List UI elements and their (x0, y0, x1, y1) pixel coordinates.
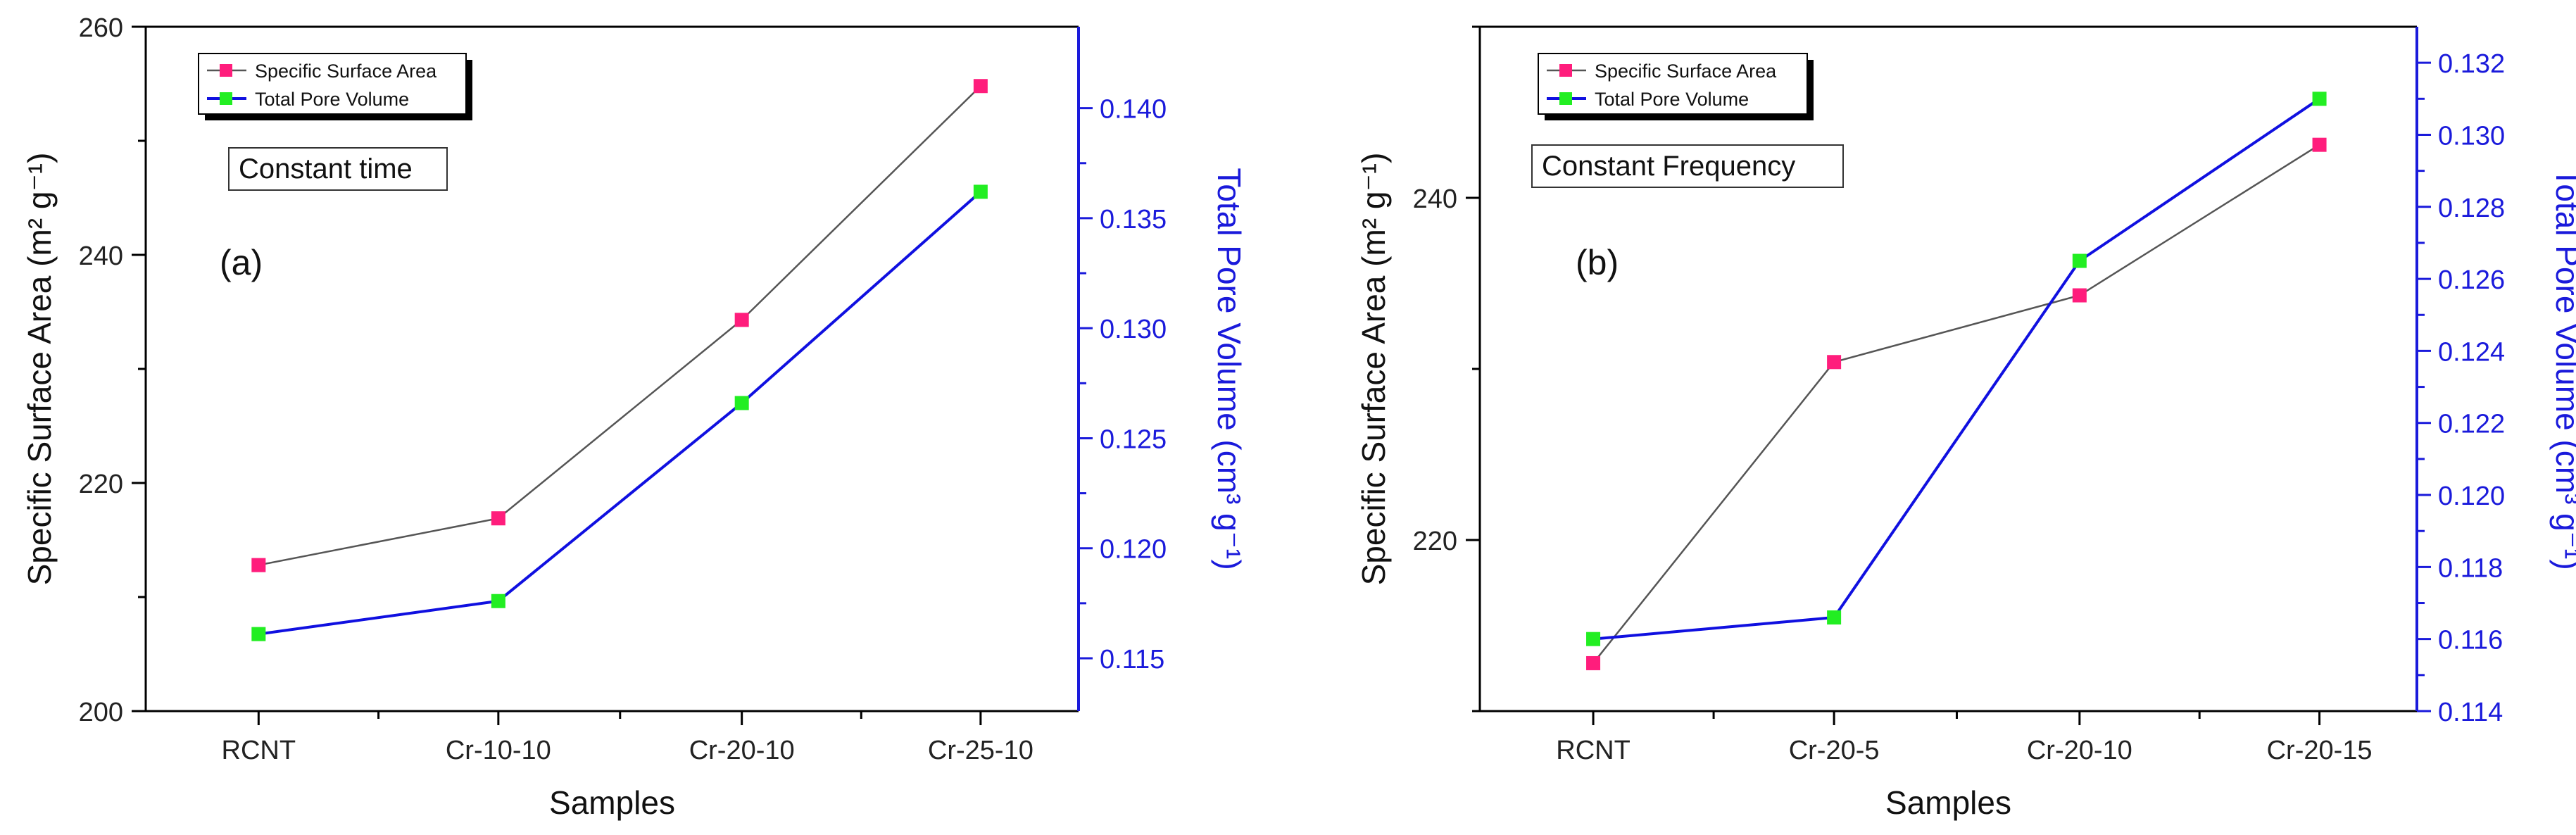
marker-surface-area-cr-20-10 (734, 313, 749, 327)
marker-pore-volume-cr-10-10 (491, 594, 505, 608)
x-tick-label: Cr-25-10 (928, 736, 1033, 765)
series-line-pore-volume (1592, 97, 2320, 641)
legend-marker (1559, 64, 1572, 77)
x-tick-label: Cr-20-10 (2027, 736, 2132, 765)
right-tick-label: 0.120 (1100, 535, 1167, 565)
marker-pore-volume-cr-20-5 (1827, 610, 1842, 624)
marker-pore-volume-rcnt (251, 627, 266, 641)
left-tick-label: 240 (1413, 184, 1457, 214)
x-tick-label: RCNT (1556, 736, 1631, 765)
marker-surface-area-rcnt (1586, 655, 1601, 670)
series-line-surface-area (258, 85, 981, 566)
right-axis-title: Total Pore Volume (cm³ g⁻¹) (2549, 168, 2576, 570)
left-tick-label: 200 (79, 698, 123, 727)
legend-box (198, 53, 467, 115)
marker-surface-area-cr-25-10 (973, 79, 988, 94)
right-tick-label: 0.140 (1100, 95, 1167, 125)
right-tick-label: 0.128 (2438, 194, 2505, 223)
marker-pore-volume-rcnt (1586, 632, 1601, 646)
legend-marker (220, 64, 232, 77)
annotation-box (1531, 144, 1844, 188)
legend-marker (1559, 92, 1572, 105)
legend-marker (220, 92, 232, 105)
right-tick-label: 0.125 (1100, 425, 1167, 454)
legend-label: Total Pore Volume (1595, 89, 1749, 110)
x-tick-label: Cr-20-15 (2267, 736, 2373, 765)
marker-pore-volume-cr-20-10 (734, 396, 749, 410)
x-tick-label: Cr-20-10 (689, 736, 795, 765)
legend-label: Total Pore Volume (255, 89, 409, 110)
chart-panel-b: 220 240 0.114 0.116 0.118 0.120 0.122 0.124 0.12… (1355, 25, 2576, 821)
marker-pore-volume-cr-20-10 (2072, 253, 2087, 268)
left-tick-label: 220 (1413, 527, 1457, 556)
left-axis-title: Specific Surface Area (m² g⁻¹) (21, 153, 58, 586)
right-tick-label: 0.130 (2438, 121, 2505, 151)
annotation-text: Constant time (239, 153, 413, 184)
x-tick-label: Cr-10-10 (446, 736, 551, 765)
marker-surface-area-rcnt (251, 558, 266, 572)
panel-label: (a) (220, 243, 263, 282)
right-tick-label: 0.126 (2438, 265, 2505, 295)
right-tick-label: 0.135 (1100, 205, 1167, 234)
series-line-surface-area (1592, 144, 2320, 664)
annotation-text: Constant Frequency (1542, 151, 1795, 182)
x-tick-label: Cr-20-5 (1789, 736, 1880, 765)
legend-label: Specific Surface Area (1595, 61, 1777, 82)
series-line-pore-volume (258, 190, 982, 636)
marker-surface-area-cr-20-15 (2312, 137, 2327, 152)
right-tick-label: 0.122 (2438, 410, 2505, 439)
right-tick-label: 0.124 (2438, 337, 2505, 367)
right-axis-title: Total Pore Volume (cm³ g⁻¹) (1211, 168, 1248, 570)
marker-pore-volume-cr-25-10 (973, 184, 988, 199)
marker-surface-area-cr-20-5 (1827, 355, 1842, 370)
left-tick-label: 220 (79, 470, 123, 499)
right-tick-label: 0.120 (2438, 482, 2505, 511)
right-tick-label: 0.114 (2438, 698, 2503, 727)
marker-pore-volume-cr-20-15 (2312, 92, 2327, 106)
legend-label: Specific Surface Area (255, 61, 437, 82)
legend-box (1538, 53, 1808, 115)
right-tick-label: 0.116 (2438, 626, 2503, 655)
chart-panel-a: 200 220 240 260 0.115 0.120 0.125 0.130 0.135 0.1… (21, 13, 1248, 821)
left-tick-label: 240 (79, 241, 123, 271)
x-tick-label: RCNT (222, 736, 296, 765)
right-tick-label: 0.115 (1100, 645, 1164, 674)
marker-surface-area-cr-10-10 (491, 511, 505, 526)
x-axis-title: Samples (1885, 784, 2011, 821)
marker-surface-area-cr-20-10 (2072, 288, 2087, 303)
x-axis-title: Samples (549, 784, 675, 821)
right-tick-label: 0.132 (2438, 49, 2505, 79)
left-axis-title: Specific Surface Area (m² g⁻¹) (1355, 153, 1392, 586)
panel-label: (b) (1576, 243, 1619, 282)
left-tick-label: 260 (79, 13, 123, 43)
annotation-box (228, 147, 448, 191)
right-tick-label: 0.130 (1100, 315, 1167, 344)
right-tick-label: 0.118 (2438, 553, 2503, 583)
